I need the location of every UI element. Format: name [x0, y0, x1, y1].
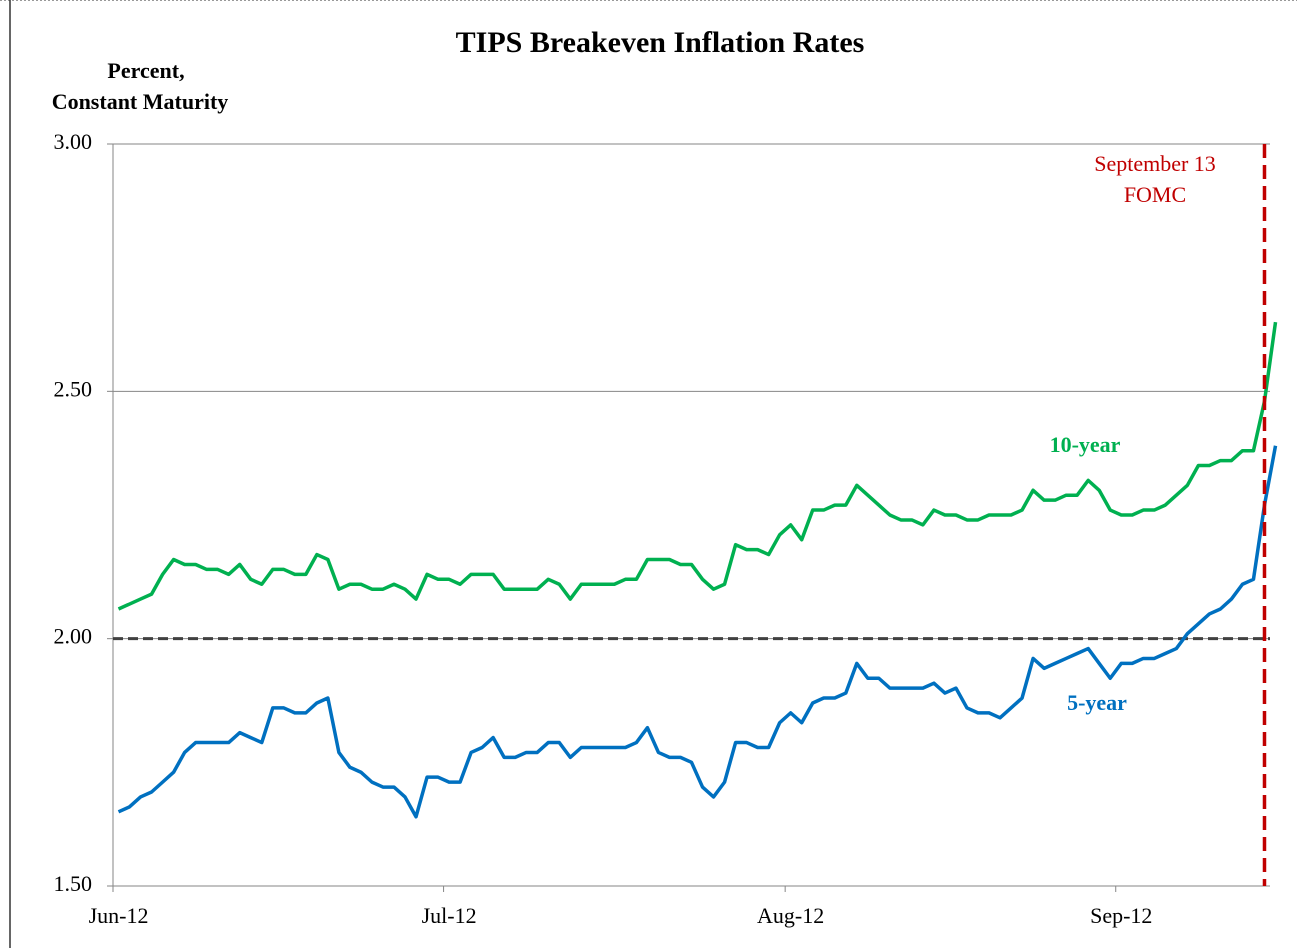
series-line	[117, 445, 1278, 819]
y-axis-label: Constant Maturity	[52, 89, 229, 114]
series-label: 10-year	[1050, 432, 1121, 457]
y-tick-label: 3.00	[54, 129, 93, 154]
event-label: FOMC	[1124, 182, 1186, 207]
series-label: 5-year	[1067, 690, 1127, 715]
x-tick-label: Sep-12	[1090, 903, 1152, 928]
y-tick-label: 2.00	[54, 624, 93, 649]
event-label: September 13	[1094, 151, 1216, 176]
series-line	[117, 321, 1278, 611]
y-axis-label: Percent,	[107, 58, 184, 83]
x-tick-label: Jun-12	[89, 903, 149, 928]
y-tick-label: 1.50	[54, 871, 93, 896]
x-tick-label: Jul-12	[422, 903, 477, 928]
chart-title: TIPS Breakeven Inflation Rates	[456, 26, 865, 59]
y-tick-label: 2.50	[54, 376, 93, 401]
x-tick-label: Aug-12	[757, 903, 824, 928]
